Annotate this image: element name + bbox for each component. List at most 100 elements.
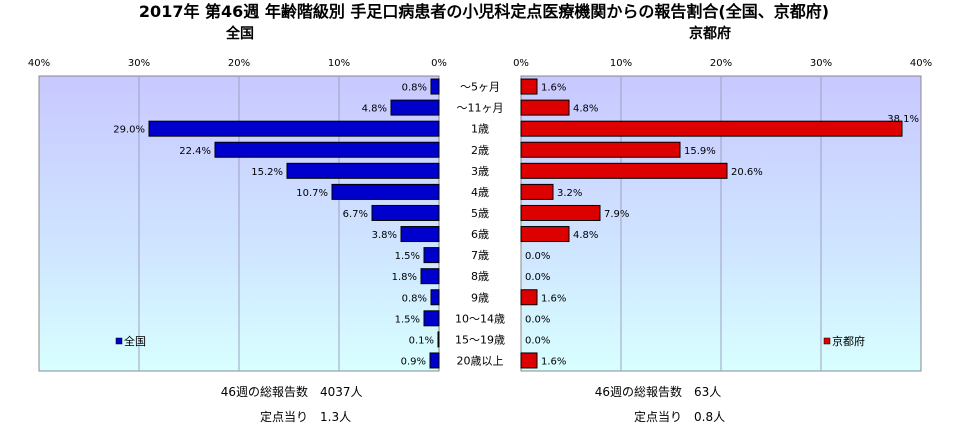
left-tick-label: 20%: [228, 58, 250, 69]
category-labels: ～5ヶ月 ～11ヶ月 1歳 2歳 3歳 4歳 5歳 6歳 7歳 8歳 9歳 10～14歳 15～19歳 2…: [455, 81, 505, 368]
kyoto-data-label: 0.0%: [525, 251, 550, 262]
category-label: 5歳: [471, 207, 489, 220]
national-bars: [148, 78, 440, 369]
category-label: 1歳: [471, 123, 489, 136]
right-per-value: 0.8人: [694, 410, 725, 424]
national-bar: [437, 331, 440, 348]
national-bar: [423, 310, 440, 327]
national-data-label: 0.8%: [402, 83, 427, 94]
national-data-label: 6.7%: [343, 209, 368, 220]
national-data-label: 0.9%: [401, 356, 426, 367]
category-label: 3歳: [471, 165, 489, 178]
national-data-label: 1.5%: [395, 251, 420, 262]
kyoto-bar: [520, 99, 570, 116]
left-total-value: 4037人: [320, 385, 363, 399]
kyoto-data-label: 0.0%: [525, 314, 550, 325]
national-bar: [286, 162, 440, 179]
kyoto-data-label: 3.2%: [557, 188, 582, 199]
category-label: 20歳以上: [457, 354, 504, 367]
left-tick-labels: 40% 30% 20% 10% 0%: [28, 58, 447, 69]
right-tick-label: 40%: [910, 58, 932, 69]
kyoto-bar: [520, 183, 554, 200]
right-total-value: 63人: [694, 385, 721, 399]
national-data-label: 3.8%: [372, 230, 397, 241]
right-panel-title: 京都府: [689, 25, 731, 42]
national-bar: [214, 141, 440, 158]
national-data-labels: 0.8% 4.8% 29.0% 22.4% 15.2% 10.7% 6.7% 3.8% 1.5%…: [113, 83, 434, 368]
left-per-value: 1.3人: [320, 410, 351, 424]
national-data-label: 29.0%: [113, 125, 145, 136]
left-tick-label: 10%: [328, 58, 350, 69]
right-tick-label: 0%: [513, 58, 529, 69]
kyoto-data-label: 4.8%: [573, 230, 598, 241]
legend-kyoto-label: 京都府: [832, 334, 865, 348]
national-data-label: 10.7%: [296, 188, 328, 199]
national-bar: [429, 352, 440, 369]
category-label: 6歳: [471, 228, 489, 241]
kyoto-data-label: 15.9%: [684, 146, 716, 157]
right-total-label: 46週の総報告数: [595, 384, 682, 399]
national-data-label: 0.8%: [402, 293, 427, 304]
kyoto-bar: [520, 78, 538, 95]
national-bar: [390, 99, 440, 116]
category-label: 15～19歳: [455, 333, 505, 346]
right-tick-label: 30%: [810, 58, 832, 69]
kyoto-bar: [520, 204, 601, 221]
kyoto-data-label: 1.6%: [541, 293, 566, 304]
kyoto-bar: [520, 352, 538, 369]
kyoto-data-label: 20.6%: [731, 167, 763, 178]
national-bar: [148, 120, 440, 137]
legend-kyoto: 京都府: [823, 334, 865, 348]
right-tick-label: 20%: [710, 58, 732, 69]
right-tick-labels: 0% 10% 20% 30% 40%: [513, 58, 932, 69]
national-data-label: 4.8%: [362, 104, 387, 115]
kyoto-bar: [520, 120, 903, 137]
left-per-label: 定点当り: [260, 409, 308, 424]
left-panel-title: 全国: [225, 25, 254, 42]
national-bar: [430, 78, 440, 95]
kyoto-bar: [520, 289, 538, 306]
category-label: 9歳: [471, 291, 489, 304]
right-per-label: 定点当り: [634, 409, 682, 424]
national-bar: [400, 226, 440, 243]
category-label: 4歳: [471, 186, 489, 199]
chart-title: 2017年 第46週 年齢階級別 手足口病患者の小児科定点医療機関からの報告割合…: [139, 2, 829, 21]
national-bar: [331, 183, 440, 200]
legend-national-label: 全国: [124, 334, 146, 348]
category-label: ～11ヶ月: [457, 102, 504, 115]
left-tick-label: 0%: [431, 58, 447, 69]
category-label: 8歳: [471, 270, 489, 283]
kyoto-bar: [520, 141, 681, 158]
national-data-label: 1.8%: [392, 272, 417, 283]
kyoto-data-labels: 1.6% 4.8% 38.1% 15.9% 20.6% 3.2% 7.9% 4.8% 0.0% 0…: [525, 83, 919, 368]
kyoto-data-label: 0.0%: [525, 335, 550, 346]
national-data-label: 1.5%: [395, 314, 420, 325]
kyoto-data-label: 1.6%: [541, 83, 566, 94]
kyoto-bars: [520, 78, 903, 369]
left-tick-label: 40%: [28, 58, 50, 69]
national-bar: [430, 289, 440, 306]
national-bar: [371, 204, 440, 221]
category-label: 7歳: [471, 249, 489, 262]
kyoto-data-label: 1.6%: [541, 356, 566, 367]
national-data-label: 0.1%: [409, 335, 434, 346]
kyoto-data-label: 7.9%: [604, 209, 629, 220]
legend-national-swatch: [115, 337, 123, 345]
left-tick-label: 30%: [128, 58, 150, 69]
national-bar: [420, 268, 440, 285]
left-total-label: 46週の総報告数: [221, 384, 308, 399]
right-tick-label: 10%: [610, 58, 632, 69]
legend-national: 全国: [115, 334, 146, 348]
legend-kyoto-swatch: [823, 337, 831, 345]
category-label: ～5ヶ月: [460, 81, 500, 94]
kyoto-bar: [520, 226, 570, 243]
category-label: 2歳: [471, 144, 489, 157]
category-label: 10～14歳: [455, 312, 505, 325]
kyoto-data-label: 0.0%: [525, 272, 550, 283]
national-bar: [423, 247, 440, 264]
kyoto-data-label: 38.1%: [887, 114, 919, 125]
kyoto-data-label: 4.8%: [573, 104, 598, 115]
kyoto-bar: [520, 162, 728, 179]
national-data-label: 15.2%: [251, 167, 283, 178]
